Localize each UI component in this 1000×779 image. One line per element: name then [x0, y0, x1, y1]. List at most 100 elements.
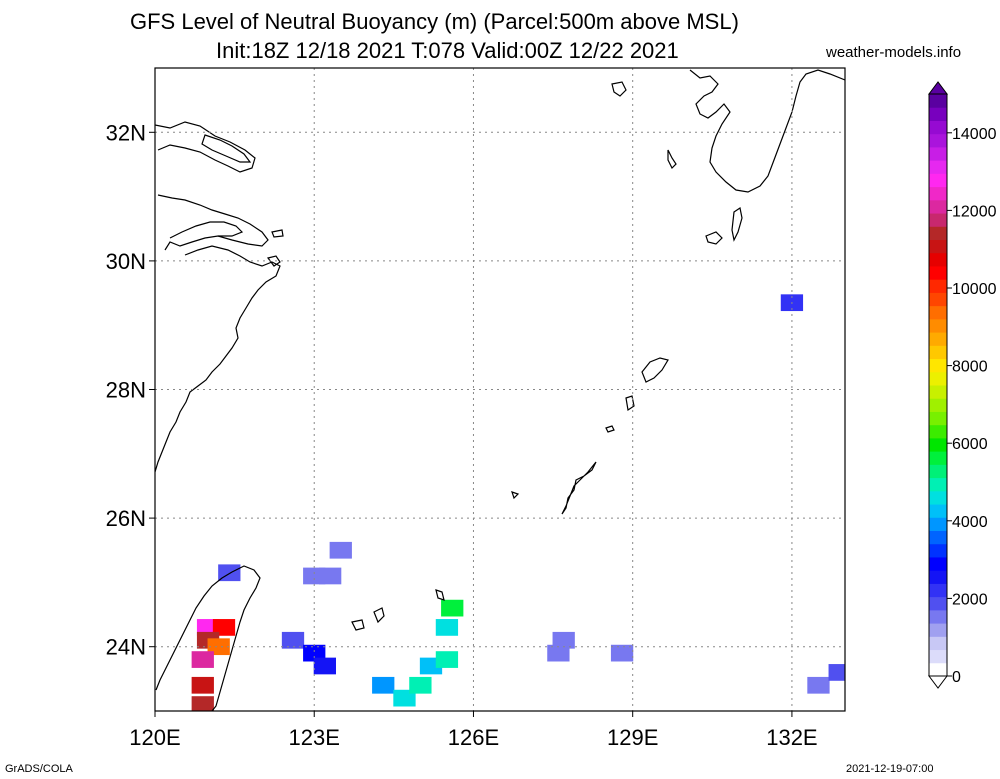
y-tick-label: 30N: [106, 249, 146, 274]
island-goto: [611, 81, 627, 97]
chart-title: GFS Level of Neutral Buoyancy (m) (Parce…: [130, 9, 739, 34]
island-yakushima: [705, 231, 723, 245]
colorbar-frame: [928, 93, 948, 677]
colorbar-swatch: [929, 345, 947, 360]
island-miyako: [351, 607, 385, 631]
data-cell: [409, 676, 432, 694]
colorbar-swatch: [929, 292, 947, 307]
colorbar-swatch: [929, 94, 947, 108]
colorbar-swatch: [929, 120, 947, 135]
data-cell: [610, 644, 634, 662]
colorbar-swatch: [929, 583, 947, 598]
x-tick-label: 120E: [129, 725, 180, 750]
colorbar-min-arrow: [928, 675, 948, 689]
data-cell: [191, 696, 214, 711]
colorbar-swatch: [929, 570, 947, 584]
colorbar-tick-label: 2000: [952, 591, 988, 608]
x-tick-label: 123E: [289, 725, 340, 750]
colorbar-swatch: [929, 358, 947, 373]
colorbar-swatch: [929, 213, 947, 227]
colorbar-tick-label: 12000: [952, 203, 997, 220]
colorbar-swatch: [929, 186, 947, 201]
coastline-layer: [155, 69, 845, 711]
colorbar-swatch: [929, 305, 947, 320]
data-cell: [319, 567, 342, 585]
island-tokunoshima: [625, 395, 635, 412]
data-cell: [329, 541, 352, 559]
island-koshiki: [667, 149, 677, 170]
colorbar-swatch: [929, 609, 947, 624]
colorbar-swatch: [929, 160, 947, 174]
data-cell: [313, 657, 336, 675]
x-tick-label: 126E: [448, 725, 499, 750]
colorbar-tick-label: 6000: [952, 436, 988, 453]
data-cells: [191, 294, 845, 711]
data-cell: [547, 644, 570, 662]
colorbar-swatch: [929, 437, 947, 452]
colorbar-swatch: [929, 385, 947, 399]
colorbar-swatch: [929, 424, 947, 439]
colorbar-swatch: [929, 226, 947, 240]
data-cell: [207, 638, 230, 656]
colorbar-swatch: [929, 662, 947, 677]
coast-yangtze: [201, 134, 252, 163]
island-zhoushan: [266, 229, 284, 267]
colorbar-tick-label: 14000: [952, 126, 997, 143]
colorbar-swatch: [929, 411, 947, 426]
coast-taiwan: [155, 565, 261, 711]
island-amami: [641, 357, 669, 383]
coast-china: [155, 121, 281, 473]
colorbar-swatch: [929, 133, 947, 148]
data-cell: [441, 599, 464, 617]
data-cell: [191, 651, 214, 668]
colorbar-swatch: [929, 543, 947, 558]
island-okinoerabu: [605, 425, 615, 433]
colorbar-swatch: [929, 252, 947, 267]
data-cell: [281, 631, 305, 649]
colorbar-swatch: [929, 318, 947, 333]
colorbar-swatch: [929, 636, 947, 651]
data-cell: [552, 631, 575, 649]
colorbar-swatch: [929, 398, 947, 412]
y-tick-label: 26N: [106, 506, 146, 531]
timestamp-label: 2021-12-19-07:00: [846, 763, 934, 775]
y-tick-label: 24N: [106, 635, 146, 660]
colorbar-swatch: [929, 371, 947, 386]
colorbar-tick-label: 4000: [952, 514, 988, 531]
data-cell: [828, 664, 845, 681]
colorbar-swatch: [929, 649, 947, 664]
colorbar-tick-label: 10000: [952, 281, 997, 298]
colorbar-swatch: [929, 530, 947, 545]
colorbar-swatch: [929, 265, 947, 280]
colorbar-swatch: [929, 451, 947, 465]
coast-hangzhou-bay: [169, 221, 244, 239]
chart-subtitle: Init:18Z 12/18 2021 T:078 Valid:00Z 12/2…: [216, 38, 679, 63]
source-label: weather-models.info: [826, 44, 962, 61]
colorbar-swatch: [929, 464, 947, 479]
colorbar-tick-label: 0: [952, 669, 961, 686]
colorbar: 0 2000 4000 6000 8000 10000 12000 14000: [928, 81, 997, 689]
colorbar-swatch: [929, 279, 947, 293]
colorbar-max-arrow: [928, 81, 948, 95]
colorbar-swatch: [929, 504, 947, 518]
data-cell: [303, 644, 326, 662]
colorbar-swatch: [929, 332, 947, 346]
software-label: GrADS/COLA: [5, 763, 73, 775]
data-cell: [435, 651, 459, 668]
colorbar-swatch: [929, 239, 947, 254]
colorbar-swatch: [929, 490, 947, 505]
colorbar-swatch: [929, 477, 947, 492]
data-cell: [807, 676, 830, 694]
y-tick-label: 28N: [106, 378, 146, 403]
coast-kyushu: [689, 69, 845, 193]
colorbar-swatch: [929, 556, 947, 571]
colorbar-swatch: [929, 596, 947, 611]
island-tanegashima: [731, 207, 743, 242]
colorbar-swatch: [929, 173, 947, 188]
x-tick-label: 129E: [607, 725, 658, 750]
colorbar-swatch: [929, 517, 947, 531]
colorbar-swatch: [929, 146, 947, 161]
gridlines: [154, 68, 845, 711]
axis-ticks: 120E 123E 126E 129E 132E 24N 26N 28N 30N 32N: [106, 120, 818, 750]
